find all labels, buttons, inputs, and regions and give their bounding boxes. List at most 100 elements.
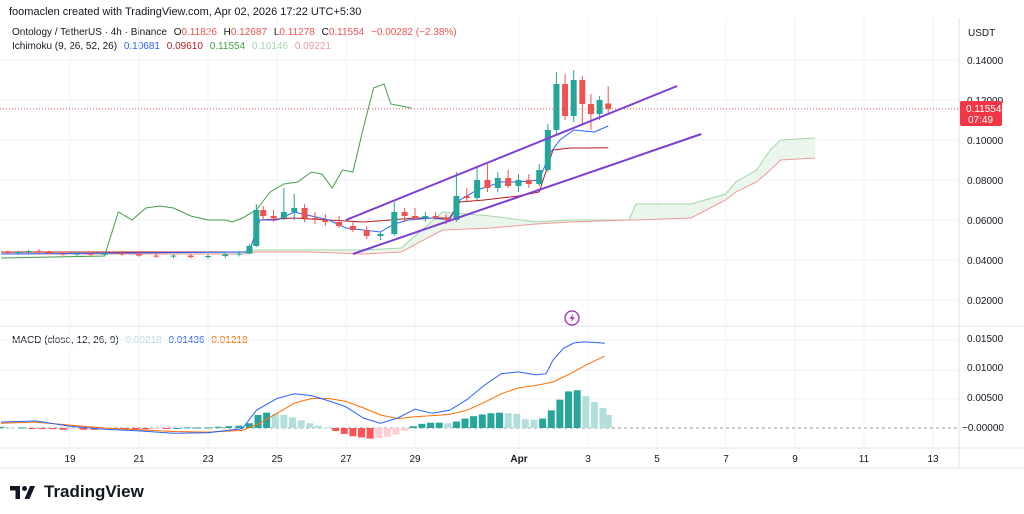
macd-histogram-bar xyxy=(392,428,400,435)
candle[interactable] xyxy=(46,250,53,255)
lightning-icon[interactable] xyxy=(564,310,580,326)
macd-histogram-bar xyxy=(163,428,171,429)
macd-histogram-bar xyxy=(470,416,478,428)
candle-body xyxy=(536,170,543,184)
ichimoku-span-a-value: 0.10146 xyxy=(251,41,289,52)
candle[interactable] xyxy=(253,204,260,247)
candle[interactable] xyxy=(301,204,308,222)
candle-body xyxy=(60,253,67,255)
candle[interactable] xyxy=(136,252,142,257)
candle[interactable] xyxy=(377,232,384,240)
candle[interactable] xyxy=(525,174,532,188)
ichimoku-label[interactable]: Ichimoku (9, 26, 52, 26) xyxy=(12,41,118,52)
candle-body xyxy=(170,255,177,257)
candle[interactable] xyxy=(280,188,287,220)
symbol-title[interactable]: Ontology / TetherUS · 4h · Binance xyxy=(12,27,167,38)
candle[interactable] xyxy=(35,249,42,254)
candle[interactable] xyxy=(587,94,594,130)
candle[interactable] xyxy=(391,202,398,236)
candle[interactable] xyxy=(187,253,194,259)
candle[interactable] xyxy=(553,72,560,136)
candle[interactable] xyxy=(322,214,329,226)
candle[interactable] xyxy=(605,86,612,115)
grid xyxy=(0,18,959,448)
candle-body xyxy=(505,178,512,186)
candle[interactable] xyxy=(562,74,569,120)
candle[interactable] xyxy=(260,206,267,220)
candle-body xyxy=(605,103,612,109)
trend-channel[interactable] xyxy=(345,85,702,255)
macd-histogram-bar xyxy=(132,428,140,430)
candle[interactable] xyxy=(101,252,108,257)
candle[interactable] xyxy=(60,251,67,256)
candle-body xyxy=(596,100,603,114)
candle[interactable] xyxy=(270,210,277,222)
ichimoku-lines xyxy=(0,83,609,259)
candle[interactable] xyxy=(474,168,481,200)
candlesticks[interactable] xyxy=(4,70,612,259)
candle[interactable] xyxy=(570,70,577,122)
candle[interactable] xyxy=(15,250,22,255)
candle[interactable] xyxy=(422,212,429,222)
macd-histogram-bar xyxy=(565,391,573,428)
macd-histogram-bar xyxy=(452,421,460,428)
candle[interactable] xyxy=(579,76,586,124)
time-tick: 13 xyxy=(927,454,939,465)
last-price-label[interactable]: 0.11554 07:49 xyxy=(960,101,1002,126)
candle[interactable] xyxy=(494,172,501,192)
macd-histogram-bar xyxy=(245,423,253,428)
candle[interactable] xyxy=(484,164,491,192)
candle[interactable] xyxy=(432,212,439,220)
candle[interactable] xyxy=(170,254,177,259)
candle[interactable] xyxy=(463,188,470,202)
macd-histogram-bar xyxy=(427,422,435,428)
candle[interactable] xyxy=(453,172,460,222)
candle[interactable] xyxy=(336,216,343,228)
candle[interactable] xyxy=(412,208,418,220)
currency-label[interactable]: USDT xyxy=(968,28,996,39)
candle[interactable] xyxy=(153,253,160,258)
candle[interactable] xyxy=(236,251,243,257)
candle[interactable] xyxy=(349,222,356,232)
candle[interactable] xyxy=(515,174,522,192)
candle-body xyxy=(463,196,470,198)
candle[interactable] xyxy=(536,164,543,186)
change-value: −0.00282 (−2.38%) xyxy=(371,27,457,38)
candle[interactable] xyxy=(246,244,253,255)
time-tick: 21 xyxy=(133,454,145,465)
candle[interactable] xyxy=(311,212,318,224)
macd-histogram-bar xyxy=(18,427,26,429)
candle[interactable] xyxy=(363,226,370,239)
price-tick: 0.14000 xyxy=(967,56,1004,67)
ichimoku-legend: Ichimoku (9, 26, 52, 26) 0.10681 0.09610… xyxy=(12,41,335,52)
candle[interactable] xyxy=(596,96,603,120)
macd-histogram-bar xyxy=(28,428,36,429)
candle[interactable] xyxy=(222,253,229,258)
channel-upper-line[interactable] xyxy=(345,85,678,221)
leading-span-a xyxy=(1,137,816,253)
candle[interactable] xyxy=(25,249,32,254)
candle-body xyxy=(443,218,450,220)
price-tick: 0.02000 xyxy=(967,296,1004,307)
candle[interactable] xyxy=(401,208,408,222)
candle-body xyxy=(453,196,460,220)
candle[interactable] xyxy=(87,251,94,256)
ichimoku-conversion-value: 0.10681 xyxy=(123,41,160,52)
candle[interactable] xyxy=(291,194,298,220)
macd-tick: −0.00000 xyxy=(962,423,1004,434)
tradingview-brand[interactable]: TradingView xyxy=(10,482,144,502)
candle-body xyxy=(73,253,80,255)
macd-histogram-bar xyxy=(280,415,288,428)
macd-histogram-bar xyxy=(530,419,538,428)
candle[interactable] xyxy=(118,251,125,256)
macd-histogram-bar xyxy=(263,412,271,428)
candle[interactable] xyxy=(505,170,512,188)
candle[interactable] xyxy=(4,250,11,255)
macd-histogram-bar xyxy=(599,407,607,428)
channel-lower-line[interactable] xyxy=(352,133,702,255)
candle[interactable] xyxy=(205,254,211,259)
candle[interactable] xyxy=(544,124,551,172)
candle[interactable] xyxy=(73,252,80,256)
time-tick: 19 xyxy=(64,454,76,465)
